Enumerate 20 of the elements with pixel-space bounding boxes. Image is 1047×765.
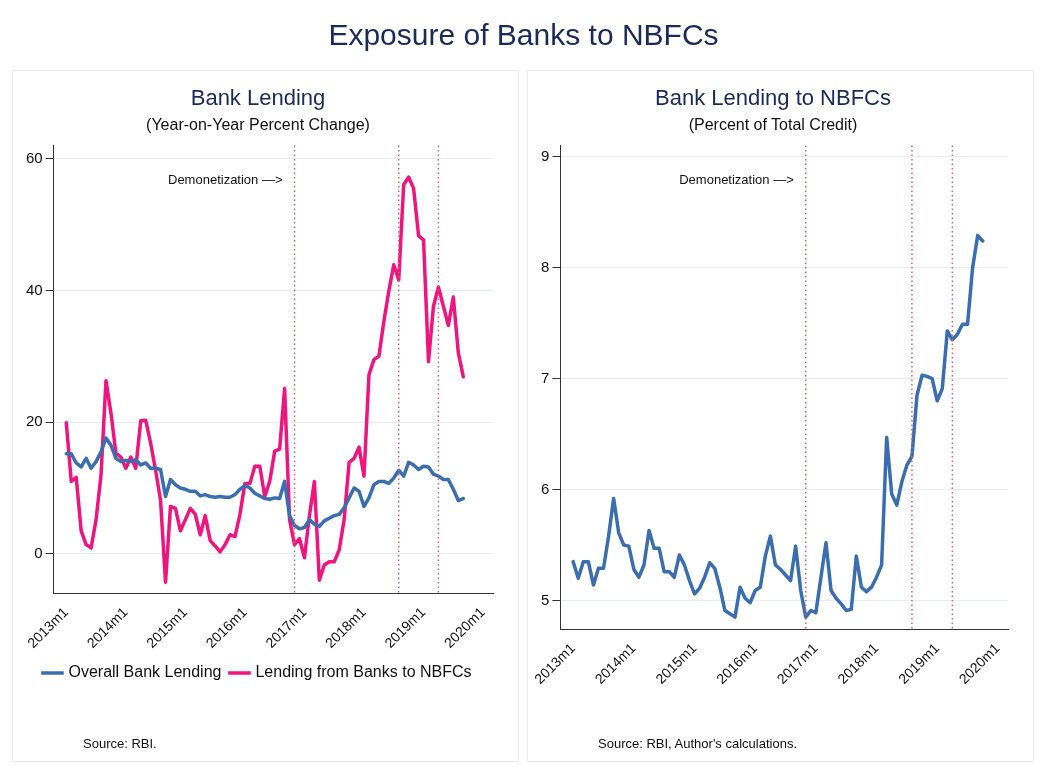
y-tick-label: 5 [541, 590, 550, 608]
text: Exposure of Banks to NBFCs [327, 18, 720, 52]
ref-line-label: Demonetization —> [679, 172, 794, 188]
y-tick-label: 7 [541, 368, 550, 386]
y-tick-label: 8 [541, 257, 550, 275]
chart-title: Bank Lending [190, 85, 326, 111]
y-tick-label: 6 [541, 479, 550, 497]
chart-title: Bank Lending to NBFCs [654, 85, 892, 111]
chart-subtitle: (Percent of Total Credit) [688, 116, 858, 134]
legend-label: Lending from Banks to NBFCs [255, 663, 472, 681]
y-tick-label: 60 [26, 148, 43, 166]
y-tick-label: 9 [541, 146, 550, 164]
source-note: Source: RBI, Author's calculations. [598, 736, 798, 751]
y-tick-label: 0 [34, 543, 43, 561]
source-note: Source: RBI. [83, 736, 157, 751]
legend-label: Overall Bank Lending [68, 663, 222, 681]
ref-line-label: Demonetization —> [168, 172, 283, 188]
chart-subtitle: (Year-on-Year Percent Change) [146, 116, 370, 134]
y-tick-label: 40 [26, 280, 43, 298]
y-tick-label: 20 [26, 412, 43, 430]
